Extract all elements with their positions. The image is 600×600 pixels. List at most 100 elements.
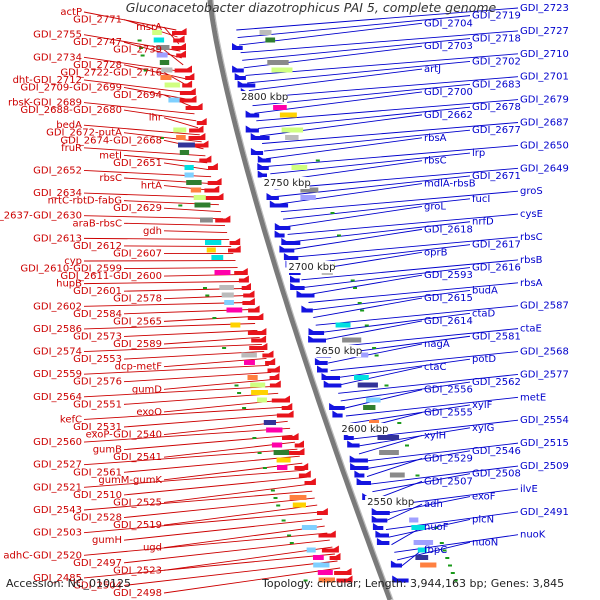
accession-text: Accession: NC_010125 [6,577,132,590]
gene-label-right: GDI_2615 [424,293,473,304]
gene-label-right: lrp [472,148,485,159]
gene-label-left: GDI_2559 [33,369,82,380]
gc-tick [178,204,183,207]
gene-label-left: rbsK-GDI_2689 [8,98,82,109]
gene-label-right: GDI_2529 [424,453,473,464]
gene-label-right: GDI_2587 [520,301,569,312]
reverse-strand-gene [171,43,186,50]
forward-strand-gene [349,455,368,463]
gene-label-left: GDI_2739 [113,45,162,56]
connector-right [308,282,519,303]
gc-tick [445,557,450,559]
feature-block [291,165,308,170]
gene-label-left: GDI_2601 [73,286,122,297]
gene-label-left: GDI_2510 [73,490,122,501]
gene-label-right: oprB [424,247,448,258]
feature-block [205,240,222,245]
forward-strand-gene [308,328,325,335]
connector-left [83,553,335,579]
connector-right [250,76,519,99]
gene-label-left: bedA [56,120,82,131]
gc-tick [374,354,379,357]
connector-left [123,497,315,518]
feature-block [415,555,429,560]
reverse-strand-gene [185,73,195,80]
connector-left [163,504,318,526]
gene-label-left: GDI_2584 [73,309,122,320]
forward-strand-gene [281,238,301,245]
forward-strand-gene [274,223,291,230]
gc-tick [303,579,308,582]
forward-strand-gene [290,275,300,283]
connector-left [163,483,310,503]
gene-label-right: GDI_2687 [520,118,569,129]
connector-right [292,228,423,250]
feature-block [277,465,288,470]
reverse-strand-gene [241,283,251,290]
feature-block [420,562,437,568]
gene-label-left: GDI_2771 [73,15,122,26]
backbone-highlight [212,0,394,600]
gene-label-right: GDI_2683 [472,79,521,90]
connector-left [123,19,178,38]
connector-right [256,99,519,122]
feature-block [184,172,194,178]
gene-label-left: GDI_2612 [73,241,122,252]
connector-right [274,167,519,190]
gc-tick [212,317,217,319]
gene-label-left: GDI_2747 [73,37,122,48]
connector-left [163,207,221,213]
feature-block [411,525,426,530]
tick-label-bg [339,423,388,435]
gc-tick [143,69,148,72]
connector-right [264,129,471,152]
connector-right [358,435,423,455]
reverse-strand-gene [173,35,185,43]
feature-block [389,472,405,478]
gene-label-right: GDI_2677 [472,125,521,136]
feature-block [259,30,272,35]
gene-label-left: dcp-metF [115,362,163,373]
connector-right [294,236,519,258]
connector-left [83,406,283,420]
gene-label-right: rbsC [424,156,447,167]
connector-right [380,496,471,515]
connector-left [123,329,258,337]
forward-strand-gene [317,365,328,373]
connector-right [315,305,519,326]
reverse-strand-gene [317,508,328,515]
feature-block [273,105,287,110]
gene-label-right: nuoK [520,530,546,541]
gene-label-right: ctaD [472,308,496,319]
gene-label-right: ilvE [520,484,538,495]
forward-strand-gene [232,43,243,50]
forward-strand-gene [375,530,389,538]
reverse-strand-gene [269,373,280,380]
gene-label-right: adh [424,499,443,510]
gene-label-right: xylG [472,423,494,434]
reverse-strand-gene [329,553,341,560]
feature-block [184,165,194,170]
reverse-strand-gene [294,463,309,470]
gene-label-left: araB-rbsC [73,218,123,229]
kbp-tick-label: 2750 kbp [264,178,311,189]
gene-label-right: plcN [472,514,494,525]
gene-label-right: artJ [424,64,441,75]
connector-left [123,476,308,496]
feature-block [271,67,293,73]
connector-right [310,290,471,311]
feature-block [230,322,241,328]
connector-right [372,473,471,493]
gene-label-right: GDI_2702 [472,56,521,67]
connector-left [163,230,228,234]
forward-strand-gene [296,290,315,298]
gc-tick [281,519,286,522]
gene-label-left: GDI_2652 [33,165,82,176]
connector-right [340,381,471,402]
connector-right [348,404,471,425]
gc-tick [448,564,452,567]
gc-tick [203,287,207,289]
gc-tick [364,324,369,327]
gene-label-right: rbsA [520,278,543,289]
